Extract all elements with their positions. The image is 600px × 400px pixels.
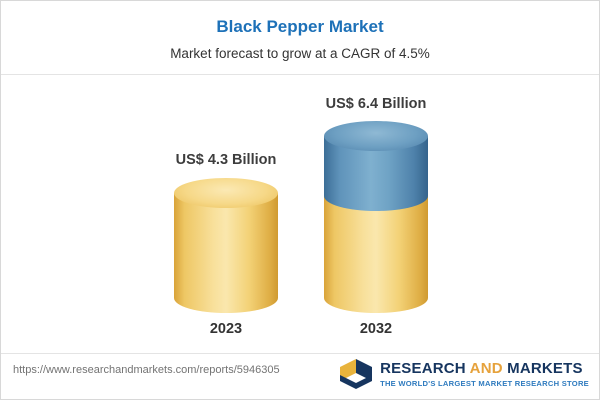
brand-word-research: RESEARCH — [380, 360, 466, 377]
report-url-link[interactable]: https://www.researchandmarkets.com/repor… — [13, 364, 280, 376]
brand-text: RESEARCH AND MARKETS THE WORLD'S LARGEST… — [380, 360, 589, 388]
value-label-2032: US$ 6.4 Billion — [325, 96, 427, 112]
brand-word-and: AND — [469, 360, 503, 377]
bar-2023-body — [174, 193, 278, 313]
bar-2023 — [174, 178, 278, 313]
brand-name: RESEARCH AND MARKETS — [380, 360, 583, 377]
bar-2032 — [324, 121, 428, 313]
bar-2023-top — [174, 178, 278, 208]
header-divider — [1, 74, 599, 75]
chart-title: Black Pepper Market — [216, 17, 384, 36]
bar-2032-top — [324, 121, 428, 151]
category-label-2023: 2023 — [209, 321, 243, 337]
chart-subtitle: Market forecast to grow at a CAGR of 4.5… — [170, 46, 430, 61]
footer-divider — [1, 353, 599, 354]
brand-word-markets: MARKETS — [507, 360, 583, 377]
brand-tagline: THE WORLD'S LARGEST MARKET RESEARCH STOR… — [380, 379, 589, 388]
value-label-2023: US$ 4.3 Billion — [175, 152, 277, 168]
research-and-markets-logo-icon — [340, 359, 373, 389]
category-label-2032: 2032 — [359, 321, 393, 337]
brand-logo: RESEARCH AND MARKETS THE WORLD'S LARGEST… — [339, 358, 589, 390]
